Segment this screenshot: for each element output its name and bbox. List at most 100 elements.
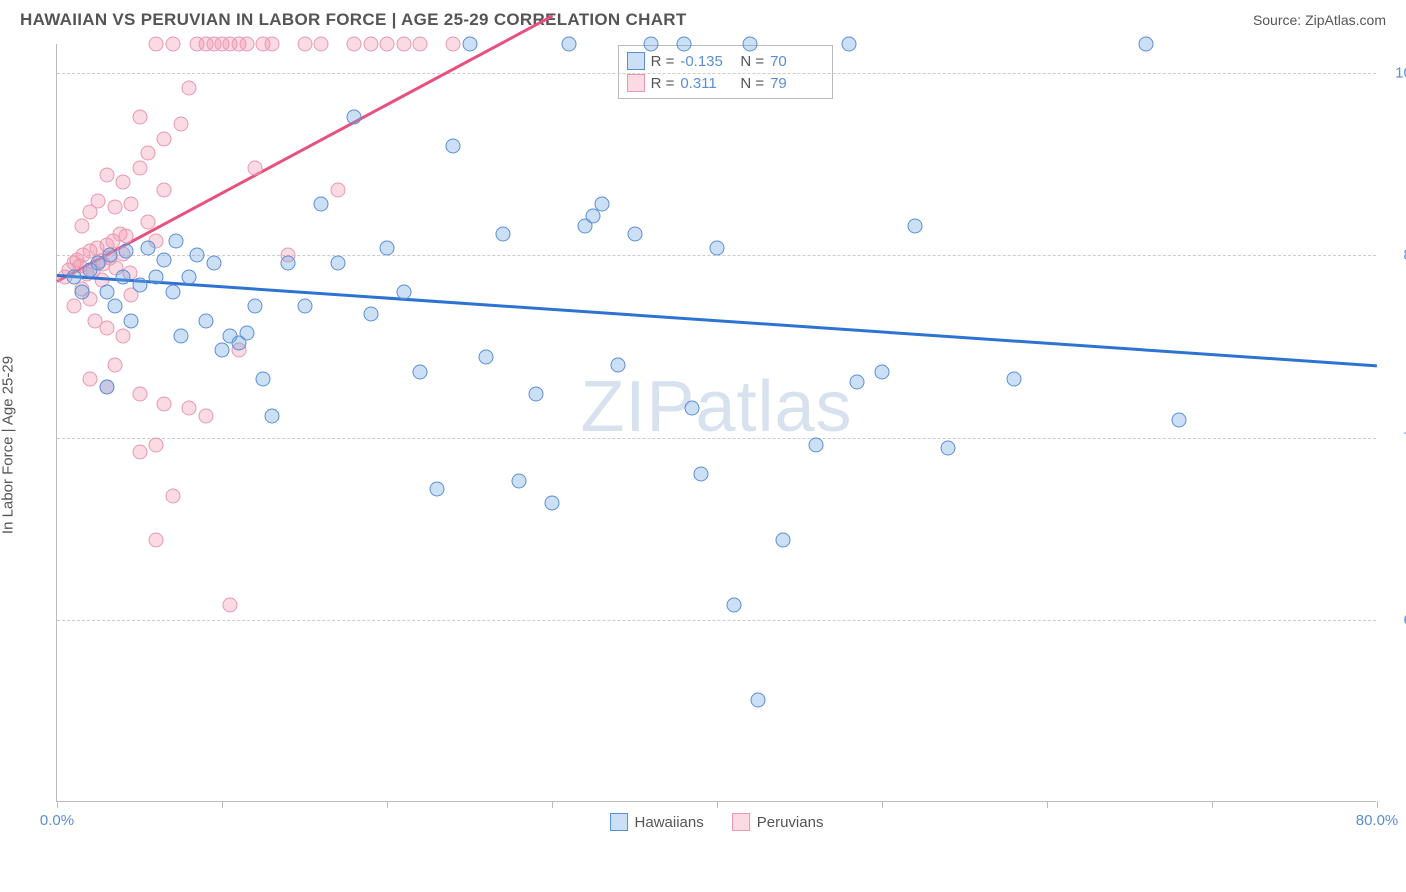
data-point [157, 182, 172, 197]
data-point [132, 109, 147, 124]
data-point [380, 241, 395, 256]
data-point [168, 233, 183, 248]
data-point [132, 160, 147, 175]
data-point [157, 252, 172, 267]
data-point [644, 37, 659, 52]
data-point [119, 229, 134, 244]
x-tick [1212, 801, 1213, 808]
data-point [314, 197, 329, 212]
trend-line-hawaiians [57, 274, 1377, 367]
x-tick [57, 801, 58, 808]
data-point [102, 248, 117, 263]
y-tick-label: 62.5% [1386, 611, 1406, 628]
data-point [743, 37, 758, 52]
legend-item-peruvians: Peruvians [732, 813, 824, 831]
x-tick [1377, 801, 1378, 808]
r-label: R = [651, 75, 675, 92]
data-point [528, 386, 543, 401]
legend-label-hawaiians: Hawaiians [635, 814, 704, 831]
data-point [462, 37, 477, 52]
watermark: ZIPatlas [580, 366, 852, 448]
data-point [165, 37, 180, 52]
data-point [347, 109, 362, 124]
data-point [330, 255, 345, 270]
y-tick-label: 100.0% [1386, 65, 1406, 82]
data-point [776, 532, 791, 547]
data-point [347, 37, 362, 52]
data-point [66, 299, 81, 314]
data-point [1007, 372, 1022, 387]
data-point [165, 488, 180, 503]
x-tick [882, 801, 883, 808]
data-point [182, 270, 197, 285]
data-point [363, 37, 378, 52]
data-point [809, 437, 824, 452]
data-point [446, 37, 461, 52]
data-point [99, 168, 114, 183]
legend-bottom: Hawaiians Peruvians [610, 813, 824, 831]
data-point [594, 197, 609, 212]
data-point [66, 270, 81, 285]
data-point [140, 241, 155, 256]
data-point [124, 313, 139, 328]
y-tick-label: 87.5% [1386, 247, 1406, 264]
data-point [627, 226, 642, 241]
data-point [380, 37, 395, 52]
data-point [1172, 413, 1187, 428]
data-point [751, 692, 766, 707]
data-point [396, 284, 411, 299]
data-point [149, 532, 164, 547]
data-point [99, 379, 114, 394]
data-point [198, 408, 213, 423]
n-label: N = [740, 53, 764, 70]
data-point [512, 474, 527, 489]
chart-container: In Labor Force | Age 25-29 ZIPatlas R = … [18, 40, 1388, 850]
data-point [256, 372, 271, 387]
data-point [149, 37, 164, 52]
legend-swatch-hawaiians [627, 52, 645, 70]
data-point [215, 343, 230, 358]
n-value-peruvians: 79 [770, 75, 824, 92]
data-point [206, 255, 221, 270]
data-point [330, 182, 345, 197]
x-tick-label: 0.0% [40, 812, 74, 829]
data-point [314, 37, 329, 52]
data-point [132, 445, 147, 460]
r-label: R = [651, 53, 675, 70]
data-point [413, 37, 428, 52]
data-point [107, 357, 122, 372]
data-point [74, 284, 89, 299]
data-point [413, 364, 428, 379]
correlation-legend: R = -0.135 N = 70 R = 0.311 N = 79 [618, 45, 834, 99]
legend-swatch-peruvians-icon [732, 813, 750, 831]
data-point [281, 255, 296, 270]
data-point [908, 219, 923, 234]
data-point [495, 226, 510, 241]
r-value-peruvians: 0.311 [680, 75, 734, 92]
data-point [74, 219, 89, 234]
legend-swatch-hawaiians-icon [610, 813, 628, 831]
data-point [173, 117, 188, 132]
data-point [149, 270, 164, 285]
data-point [140, 214, 155, 229]
data-point [140, 146, 155, 161]
x-tick [222, 801, 223, 808]
n-label: N = [740, 75, 764, 92]
n-value-hawaiians: 70 [770, 53, 824, 70]
data-point [190, 248, 205, 263]
data-point [685, 401, 700, 416]
legend-label-peruvians: Peruvians [757, 814, 824, 831]
data-point [116, 270, 131, 285]
data-point [545, 496, 560, 511]
x-tick [1047, 801, 1048, 808]
legend-item-hawaiians: Hawaiians [610, 813, 704, 831]
legend-swatch-peruvians [627, 74, 645, 92]
data-point [1139, 37, 1154, 52]
x-tick [552, 801, 553, 808]
data-point [297, 37, 312, 52]
data-point [182, 80, 197, 95]
watermark-zip: ZIP [580, 367, 695, 447]
data-point [446, 139, 461, 154]
data-point [182, 401, 197, 416]
grid-line [57, 620, 1376, 621]
